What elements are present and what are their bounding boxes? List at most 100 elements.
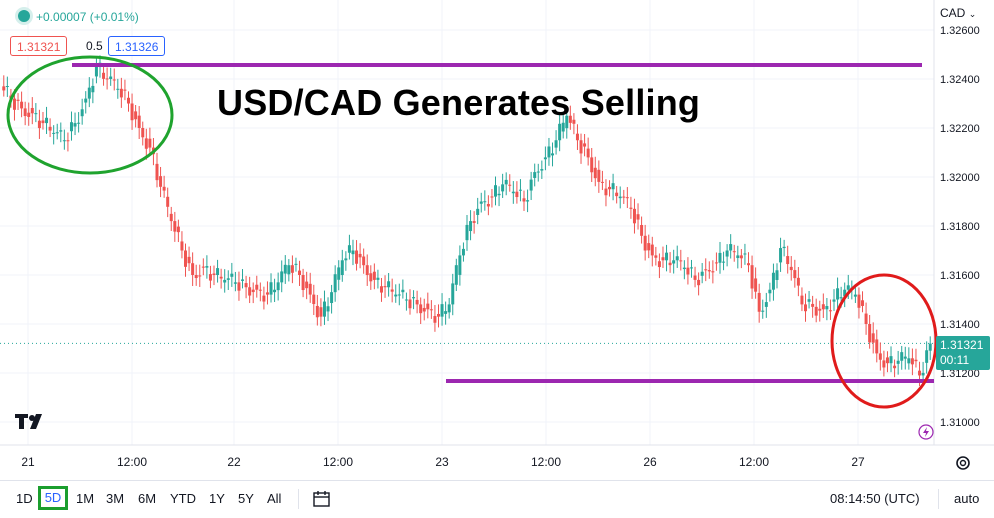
- utc-clock[interactable]: 08:14:50 (UTC): [830, 491, 920, 506]
- candle-body: [593, 167, 597, 179]
- candle-body: [372, 271, 376, 280]
- candle-body: [472, 221, 476, 223]
- candle-body: [461, 248, 465, 256]
- candle-body: [789, 266, 793, 271]
- candle-body: [836, 288, 840, 300]
- candle-body: [629, 207, 633, 209]
- candle-body: [875, 339, 879, 354]
- candle-body: [169, 213, 173, 222]
- timeframe-1d-button[interactable]: 1D: [16, 491, 33, 506]
- candle-body: [661, 257, 665, 261]
- candle-body: [625, 197, 629, 199]
- candle-body: [180, 241, 184, 251]
- candle-body: [650, 244, 654, 256]
- candle-body: [518, 189, 522, 191]
- candle-body: [586, 148, 590, 158]
- currency-selector[interactable]: CAD ⌄: [940, 6, 976, 20]
- timeframe-all-button[interactable]: All: [267, 491, 282, 506]
- candle-body: [166, 196, 170, 207]
- candle-body: [811, 303, 815, 307]
- candle-body: [647, 243, 651, 251]
- candle-body: [276, 282, 280, 291]
- time-axis-labels: 21 12:00 22 12:00 23 12:00 26 12:00 27: [21, 455, 865, 469]
- candle-body: [686, 267, 690, 275]
- candle-body: [775, 270, 779, 280]
- candle-body: [511, 191, 515, 194]
- y-tick-label: 1.32000: [940, 172, 980, 184]
- candle-body: [486, 203, 490, 207]
- candle-body: [832, 299, 836, 302]
- candle-body: [476, 208, 480, 215]
- timeframe-1m-button[interactable]: 1M: [76, 491, 95, 506]
- candle-body: [55, 132, 59, 134]
- candle-body: [732, 251, 736, 253]
- timeframe-ytd-button[interactable]: YTD: [170, 491, 196, 506]
- candle-body: [290, 265, 294, 273]
- candle-body: [925, 350, 929, 363]
- candle-body: [265, 292, 269, 295]
- candle-body: [59, 130, 63, 132]
- candle-body: [843, 289, 847, 297]
- candle-body: [248, 287, 252, 296]
- candle-body: [469, 221, 473, 232]
- candle-body: [882, 360, 886, 368]
- flash-icon[interactable]: [918, 424, 934, 440]
- last-price-value: 1.31321: [940, 338, 984, 352]
- candle-body: [547, 146, 551, 158]
- candle-body: [697, 279, 701, 286]
- x-tick-label: 22: [227, 455, 241, 469]
- candle-body: [45, 117, 49, 124]
- x-tick-label: 12:00: [739, 455, 769, 469]
- auto-scale-button[interactable]: auto: [954, 491, 980, 506]
- candle-body: [764, 302, 768, 307]
- timeframe-6m-button[interactable]: 6M: [138, 491, 157, 506]
- candle-body: [782, 246, 786, 249]
- candle-body: [675, 256, 679, 261]
- timeframe-5y-button[interactable]: 5Y: [238, 491, 254, 506]
- candle-body: [618, 196, 622, 199]
- timeframe-3m-button[interactable]: 3M: [106, 491, 125, 506]
- x-tick-label: 27: [851, 455, 865, 469]
- candle-body: [273, 289, 277, 293]
- candle-body: [422, 307, 426, 312]
- price-axis[interactable]: [934, 0, 994, 445]
- chart-headline: USD/CAD Generates Selling: [217, 82, 701, 123]
- candle-body: [440, 304, 444, 317]
- price-series: [2, 55, 932, 387]
- candle-body: [429, 309, 433, 311]
- timeframe-5d-button[interactable]: 5D: [38, 486, 68, 510]
- candle-body: [397, 294, 401, 296]
- candle-body: [73, 123, 77, 127]
- candle-body: [543, 157, 547, 160]
- candle-body: [529, 179, 533, 191]
- candle-body: [251, 289, 255, 293]
- candle-body: [504, 179, 508, 185]
- candle-body: [362, 256, 366, 266]
- candle-body: [611, 183, 615, 190]
- candle-body: [497, 193, 501, 196]
- candle-body: [572, 119, 576, 124]
- candle-body: [494, 185, 498, 197]
- candle-body: [575, 133, 579, 141]
- candle-body: [337, 267, 341, 280]
- candle-body: [910, 358, 914, 365]
- chevron-down-icon: ⌄: [968, 9, 977, 19]
- timeframe-1y-button[interactable]: 1Y: [209, 491, 225, 506]
- candle-body: [825, 306, 829, 310]
- candle-body: [394, 294, 398, 297]
- candle-body: [665, 252, 669, 261]
- date-range-icon[interactable]: [312, 489, 332, 509]
- settings-icon[interactable]: [956, 456, 970, 470]
- candle-body: [137, 115, 141, 128]
- ask-price-button[interactable]: 1.31326: [108, 36, 166, 56]
- candle-body: [864, 313, 868, 324]
- candle-body: [148, 138, 152, 148]
- bid-price-button[interactable]: 1.31321: [10, 36, 68, 56]
- candle-body: [725, 250, 729, 257]
- candle-body: [736, 255, 740, 259]
- candle-body: [921, 372, 925, 376]
- candle-body: [561, 122, 565, 132]
- candle-body: [308, 283, 312, 295]
- candle-body: [412, 297, 416, 299]
